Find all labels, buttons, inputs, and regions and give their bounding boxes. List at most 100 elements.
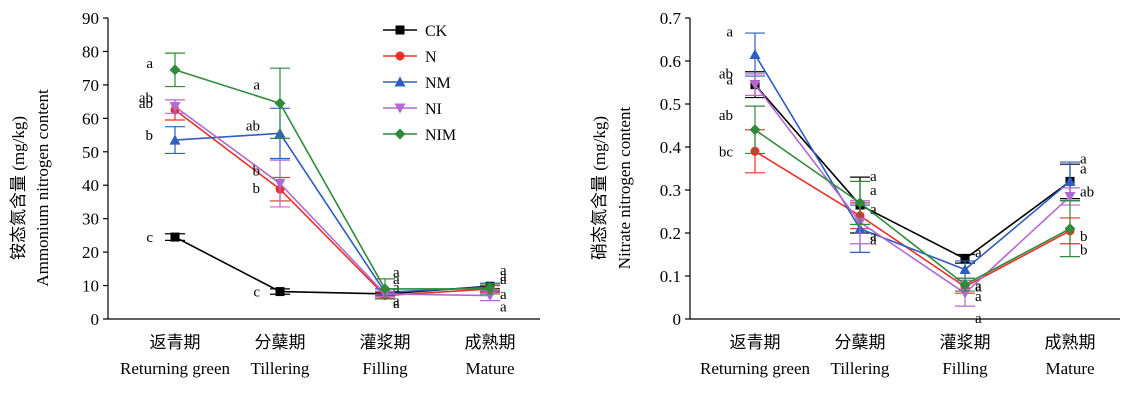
y-tick-label: 0.3 [660,181,681,200]
y-axis-label-cn: 硝态氮含量 (mg/kg) [590,116,609,260]
data-point [959,279,971,291]
series-line [754,84,1071,295]
significance-label: a [500,287,507,303]
legend-marker [394,103,406,114]
y-tick-label: 40 [82,176,99,195]
significance-label: a [726,73,733,89]
y-tick-label: 30 [82,210,99,229]
data-point [960,254,970,264]
x-tick-label-cn: 成熟期 [1045,332,1096,352]
significance-label: a [500,269,507,285]
data-point [854,197,866,209]
legend-marker [394,76,406,87]
significance-label: a [975,289,982,305]
y-tick-label: 20 [82,243,99,262]
data-point [484,283,496,295]
significance-label: a [393,296,400,312]
data-point [169,64,181,76]
significance-label: a [253,77,260,93]
significance-label: ab [719,67,733,83]
x-tick-label-en: Filling [942,359,988,378]
x-labels: 返青期 Returning green 分蘖期 Tillering 灌浆期 Filling… [700,332,1096,378]
y-tick-label: 50 [82,143,99,162]
series-line [174,105,491,297]
x-tick-label-en: Mature [1045,359,1094,378]
legend-item-nm: NM [383,75,451,92]
significance-label: ab [719,108,733,124]
significance-label: a [975,280,982,296]
data-point [1064,175,1076,186]
data-point [749,124,761,136]
y-tick-label: 0.5 [660,95,681,114]
y-tick-label: 0.7 [660,9,682,28]
significance-label: a [393,294,400,310]
y-tick-label: 0 [91,310,100,329]
series-line [174,69,490,290]
x-tick-label-cn: 分蘖期 [835,333,886,352]
significance-label: b [146,128,154,144]
x-tick-label-en: Mature [465,359,514,378]
legend-item-nim: NIM [383,127,456,144]
series-line [174,132,491,294]
series-line [174,236,491,295]
legend-item-ck: CK [383,23,448,40]
significance-label: a [975,311,982,327]
significance-label: a [870,202,877,218]
series-line [754,150,1071,288]
significance-label: ab [139,91,153,107]
significance-label: bc [719,144,734,160]
significance-label: b [1080,229,1088,245]
x-tick-label-cn: 返青期 [150,333,201,352]
y-tick-label: 70 [82,76,99,95]
significance-label: a [1080,151,1087,167]
x-tick-label-cn: 分蘖期 [255,333,306,352]
legend: CK N NM NI NIM [383,23,456,144]
data-point [170,232,180,242]
legend-label: NI [425,101,442,118]
y-tick-label: 60 [82,109,99,128]
series-nim: aaa a [146,52,507,300]
y-tick-label: 0.2 [660,224,681,243]
x-tick-label-en: Tillering [251,359,310,378]
data-point [169,102,181,113]
series-line [754,54,1071,271]
y-tick-label: 0.1 [660,267,681,286]
y-tick-label: 0.6 [660,52,681,71]
significance-label: a [500,263,507,279]
significance-label: a [870,232,877,248]
significance-label: a [975,245,982,261]
significance-label: a [870,169,877,185]
data-point [274,97,286,109]
legend-label: NIM [425,127,456,144]
data-point [169,134,181,145]
x-tick-label-en: Filling [362,359,408,378]
series-line [754,129,1071,286]
y-axis-label-en: Ammonium nitrogen content [33,89,52,287]
legend-marker [395,51,405,61]
y-tick-label: 10 [82,277,99,296]
y-axis-label-cn: 铵态氮含量 (mg/kg) [9,116,28,260]
significance-label: b [253,164,261,180]
legend-item-ni: NI [383,101,442,118]
significance-label: ab [246,118,260,134]
x-tick-label-cn: 成熟期 [465,332,516,352]
y-axis-label-en: Nitrate nitrogen content [615,107,634,270]
significance-label: a [726,25,733,41]
x-tick-label-cn: 返青期 [730,333,781,352]
y-ticks: 0 10 20 30 40 50 60 70 80 90 [82,9,108,329]
significance-label: b [1080,243,1088,259]
data-point [274,179,286,190]
significance-label: a [870,183,877,199]
legend-label: NM [425,75,451,92]
data-point [749,49,761,60]
data-point [275,287,285,297]
significance-label: c [253,285,260,301]
data-point [1064,191,1076,202]
